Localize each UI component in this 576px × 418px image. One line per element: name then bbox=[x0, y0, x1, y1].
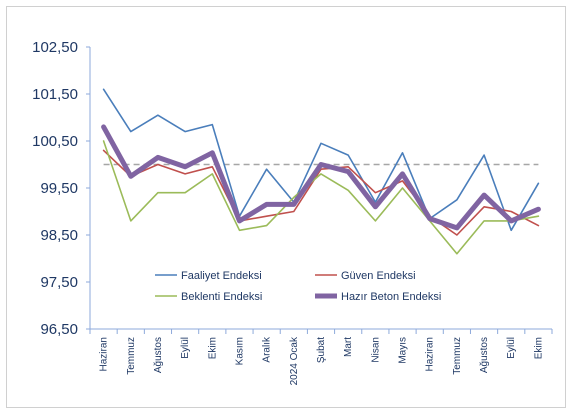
legend-label: Faaliyet Endeksi bbox=[181, 270, 262, 282]
y-axis: 96,50 97,50 98,50 99,50 100,50 101,50 102,50 bbox=[32, 39, 91, 338]
chart-frame: 96,50 97,50 98,50 99,50 100,50 101,50 102,50 H… bbox=[6, 6, 566, 408]
x-tick-label: Aralık bbox=[262, 336, 273, 363]
y-tick-label: 101,50 bbox=[32, 86, 78, 103]
y-tick-label: 100,50 bbox=[32, 133, 78, 150]
x-tick-label: Eylül bbox=[180, 337, 191, 359]
series-line-1 bbox=[102, 149, 540, 236]
y-tick-label: 102,50 bbox=[32, 39, 78, 56]
x-tick-label: Mart bbox=[343, 337, 354, 357]
x-tick-label: 2024 Ocak bbox=[289, 336, 300, 385]
y-tick-label: 99,50 bbox=[40, 180, 78, 197]
x-tick-label: Nisan bbox=[370, 337, 381, 363]
legend: Faaliyet Endeksi Güven Endeksi Beklenti En… bbox=[155, 270, 441, 303]
line-chart: 96,50 97,50 98,50 99,50 100,50 101,50 102,50 H… bbox=[32, 39, 553, 385]
x-tick-label: Temmuz bbox=[126, 337, 137, 375]
legend-label: Hazır Beton Endeksi bbox=[341, 291, 441, 303]
series-lines bbox=[101, 88, 541, 255]
x-tick-label: Ağustos bbox=[153, 337, 164, 373]
series-line-3 bbox=[101, 124, 541, 231]
x-tick-label: Temmuz bbox=[452, 337, 463, 375]
x-tick-label: Ekim bbox=[207, 337, 218, 359]
x-tick-label: Ağustos bbox=[479, 337, 490, 373]
series-line-2 bbox=[102, 140, 540, 255]
series-line-0 bbox=[102, 88, 540, 232]
y-tick-label: 98,50 bbox=[40, 227, 78, 244]
legend-label: Güven Endeksi bbox=[341, 270, 416, 282]
x-tick-label: Ekim bbox=[533, 337, 544, 359]
x-tick-label: Haziran bbox=[425, 337, 436, 371]
x-tick-label: Şubat bbox=[316, 337, 327, 363]
x-tick-label: Eylül bbox=[506, 337, 517, 359]
y-tick-label: 97,50 bbox=[40, 274, 78, 291]
x-tick-label: Kasım bbox=[234, 337, 245, 365]
x-axis: Haziran Temmuz Ağustos Eylül Ekim Kasım Aralık… bbox=[89, 328, 553, 385]
y-tick-label: 96,50 bbox=[40, 321, 78, 338]
x-tick-label: Haziran bbox=[99, 337, 110, 371]
legend-label: Beklenti Endeksi bbox=[181, 291, 262, 303]
x-tick-label: Mayıs bbox=[398, 337, 409, 364]
